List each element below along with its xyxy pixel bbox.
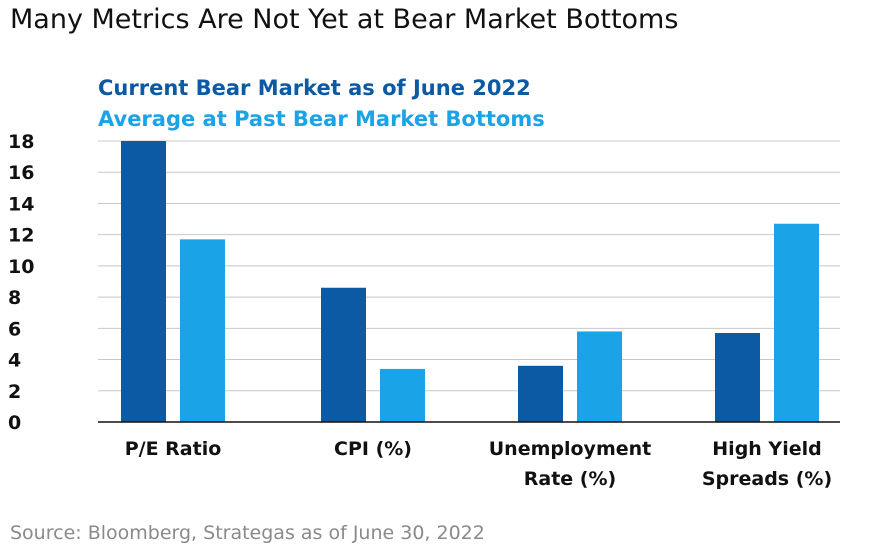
x-category-label: Unemployment [489,438,651,460]
x-category-label: Spreads (%) [702,468,832,490]
y-tick-label: 18 [8,131,34,153]
y-tick-label: 0 [8,412,21,434]
legend-entry-current: Current Bear Market as of June 2022 [98,76,531,100]
bar-average [180,239,225,422]
chart-title: Many Metrics Are Not Yet at Bear Market … [10,4,679,35]
y-tick-label: 4 [8,350,21,372]
bar-current [321,287,366,422]
y-tick-label: 2 [8,381,21,403]
source-note: Source: Bloomberg, Strategas as of June … [10,522,485,544]
bar-average [380,368,425,422]
y-tick-label: 14 [8,193,34,215]
legend-entry-average: Average at Past Bear Market Bottoms [98,107,545,131]
bar-average [774,223,819,422]
y-tick-label: 10 [8,256,34,278]
y-tick-label: 12 [8,225,34,247]
y-tick-label: 8 [8,287,21,309]
bar-current [121,141,166,422]
y-tick-label: 6 [8,318,21,340]
bar-current [518,365,563,422]
bar-average [577,331,622,422]
x-category-label: Rate (%) [524,468,616,490]
x-category-label: CPI (%) [334,438,412,460]
y-tick-label: 16 [8,162,34,184]
x-category-label: High Yield [712,438,821,460]
bar-current [715,333,760,422]
x-category-label: P/E Ratio [125,438,222,460]
